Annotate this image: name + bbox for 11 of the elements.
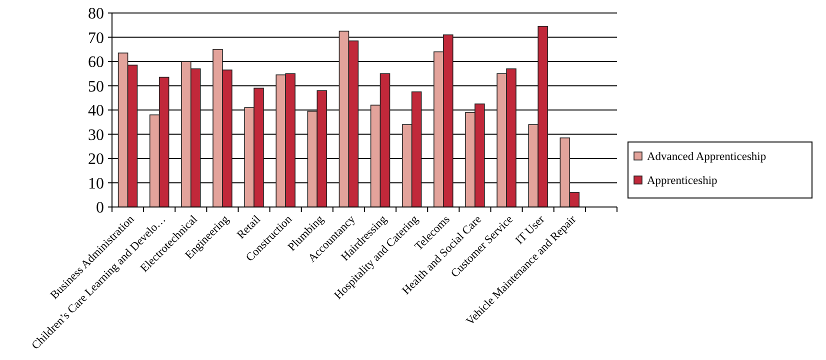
y-tick-label: 0 [96, 200, 104, 217]
legend-label: Advanced Apprenticeship [647, 151, 766, 164]
y-tick-label: 60 [88, 54, 104, 72]
y-tick-label: 10 [88, 175, 104, 192]
y-tick-label: 20 [88, 151, 104, 168]
legend-label: Apprenticeship [647, 175, 718, 188]
y-tick-label: 80 [88, 6, 104, 23]
y-tick-label: 30 [88, 126, 104, 144]
y-tick-label: 70 [88, 30, 104, 47]
y-tick-label: 50 [88, 78, 104, 96]
y-tick-label: 40 [88, 102, 104, 120]
